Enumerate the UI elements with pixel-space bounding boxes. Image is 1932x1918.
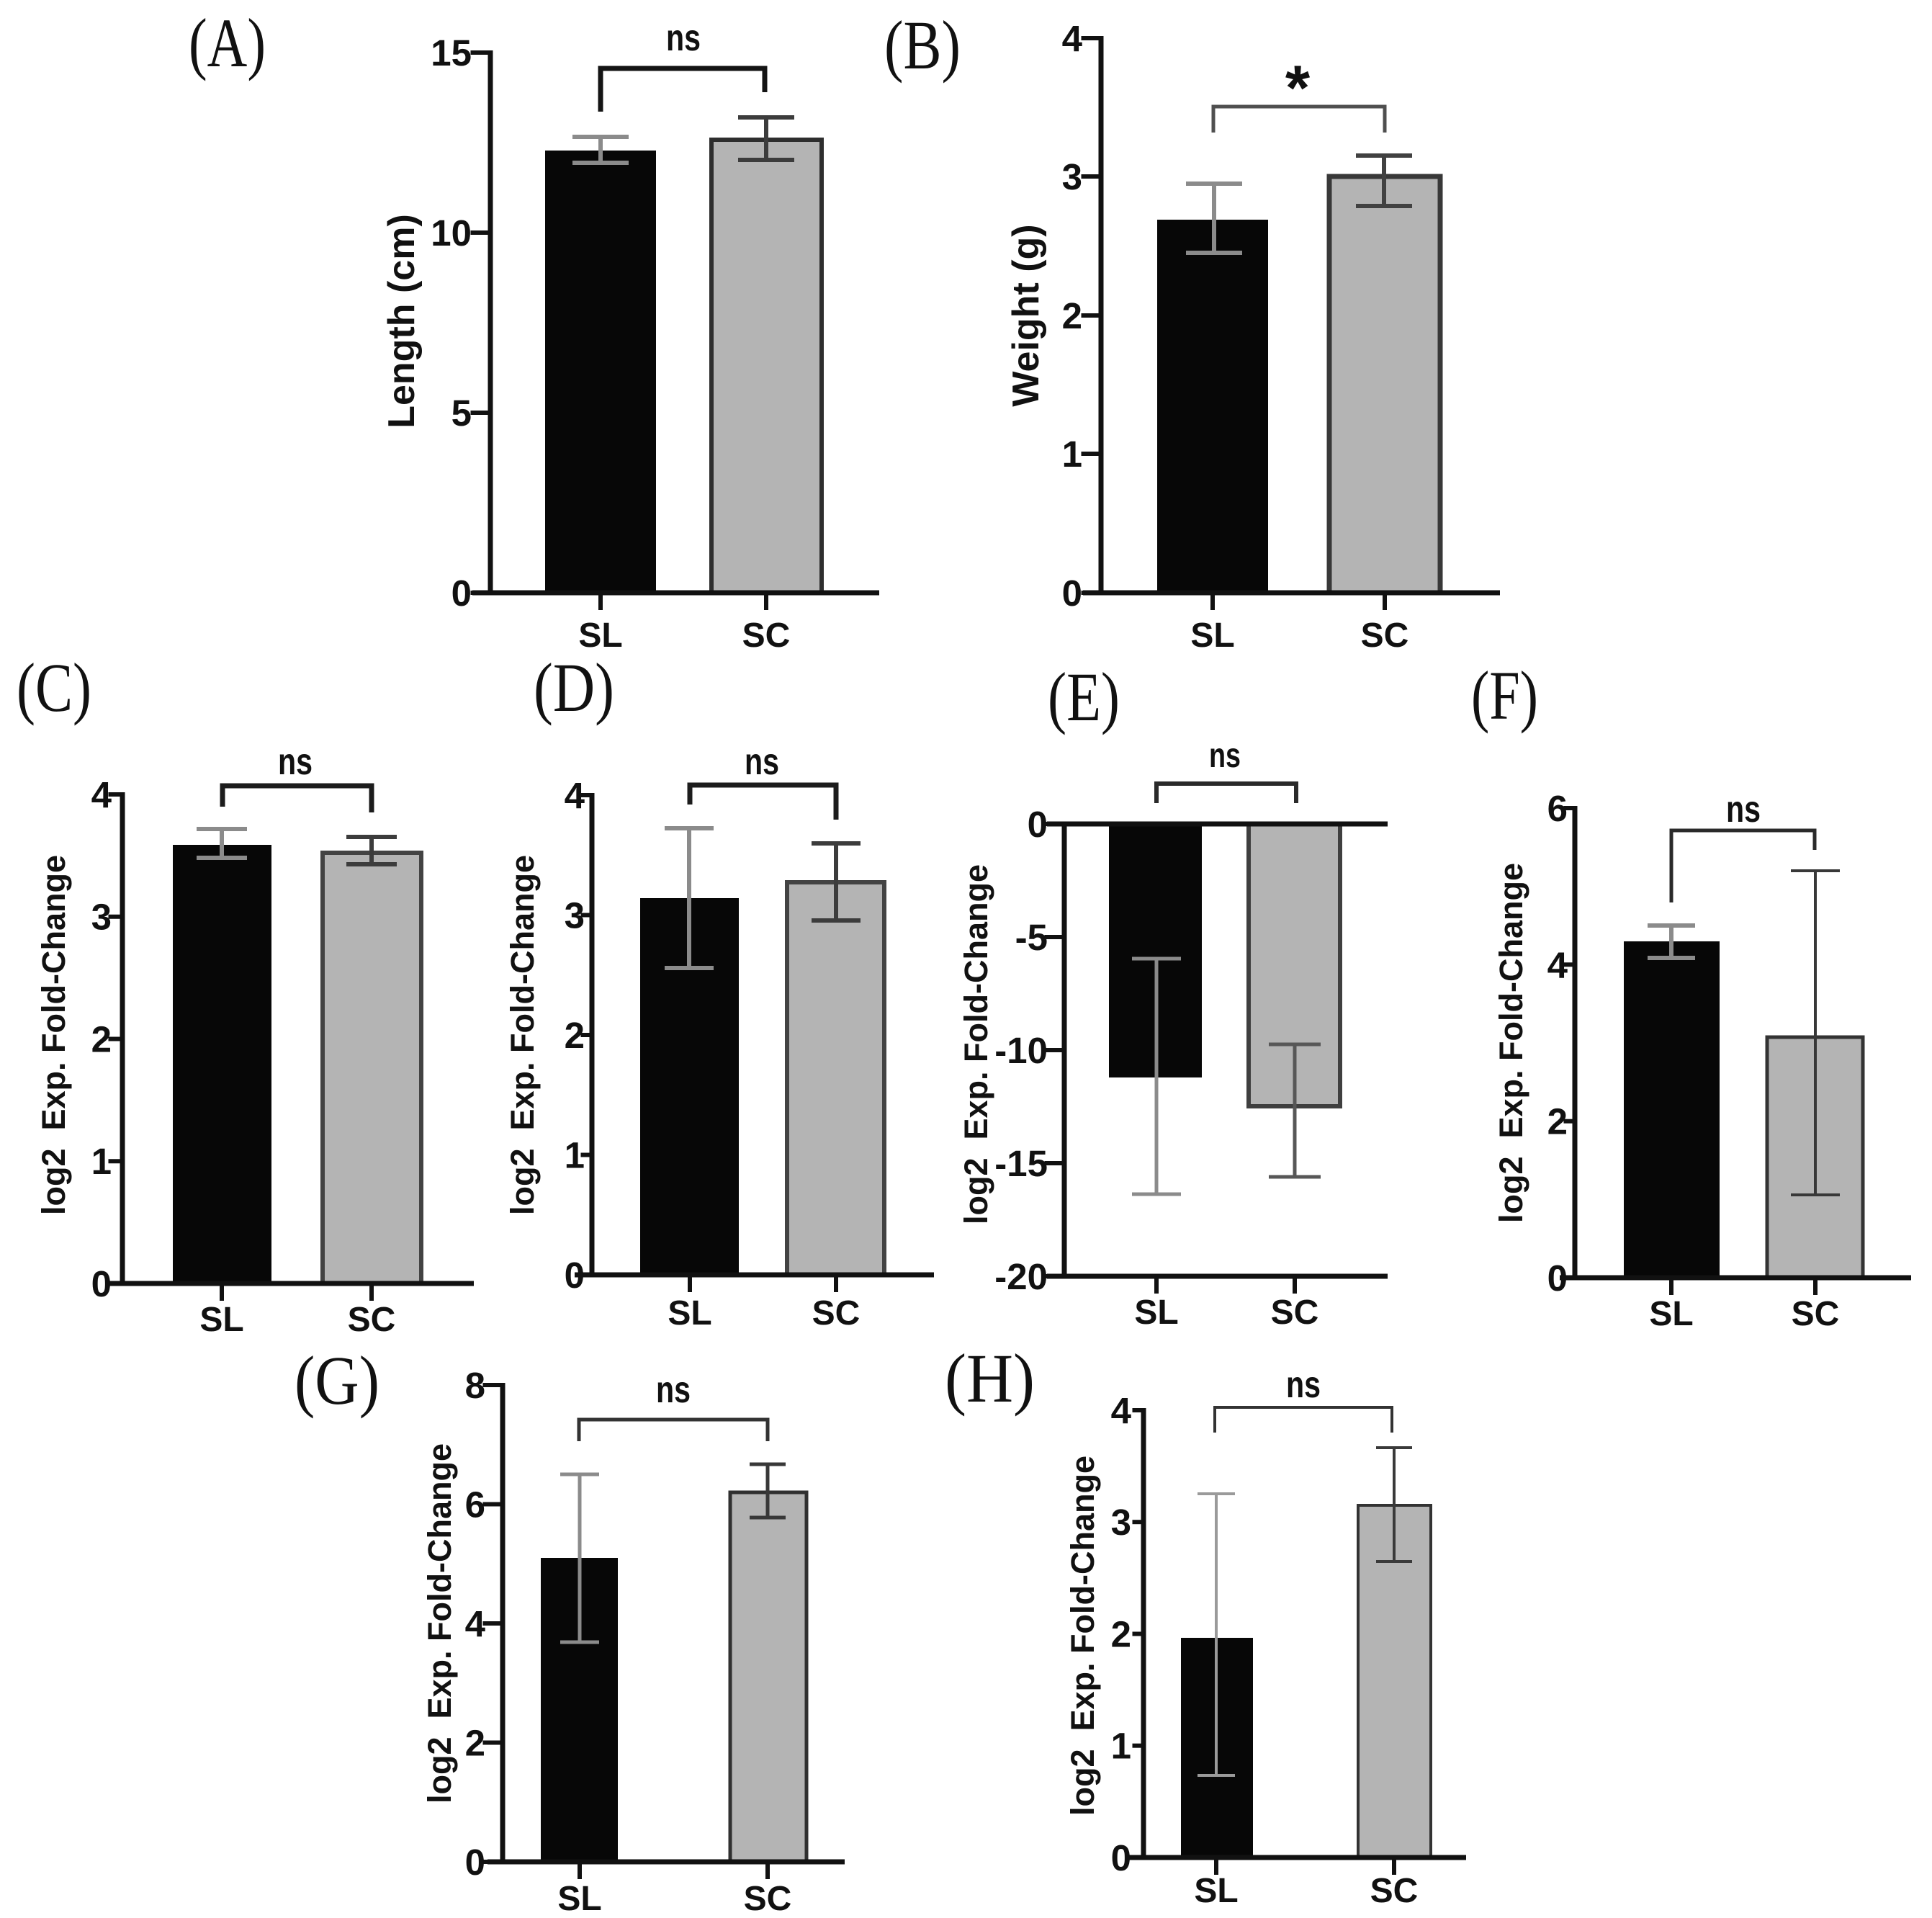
svg-text:6: 6 — [465, 1484, 485, 1525]
svg-text:2: 2 — [1547, 1101, 1568, 1142]
svg-text:ns: ns — [1726, 789, 1761, 830]
svg-text:SL: SL — [1649, 1295, 1693, 1333]
svg-text:SL: SL — [199, 1301, 243, 1339]
svg-text:3: 3 — [1062, 156, 1082, 197]
svg-text:3: 3 — [1111, 1502, 1131, 1543]
svg-text:SC: SC — [812, 1294, 861, 1332]
svg-text:Weight (g): Weight (g) — [1005, 224, 1047, 406]
svg-text:ns: ns — [656, 1369, 691, 1411]
svg-text:2: 2 — [1111, 1614, 1131, 1655]
svg-text:SC: SC — [1271, 1294, 1319, 1332]
svg-text:2: 2 — [565, 1015, 585, 1056]
svg-text:8: 8 — [465, 1365, 485, 1406]
svg-text:(D): (D) — [534, 649, 614, 726]
svg-text:4: 4 — [1062, 18, 1083, 59]
svg-text:log2 Exp. Fold-Change: log2 Exp. Fold-Change — [958, 864, 994, 1224]
svg-text:log2 Exp. Fold-Change: log2 Exp. Fold-Change — [1064, 1456, 1101, 1816]
svg-text:ns: ns — [745, 741, 779, 783]
svg-text:1: 1 — [565, 1135, 585, 1176]
svg-text:(F): (F) — [1471, 657, 1538, 734]
svg-text:(G): (G) — [295, 1342, 379, 1419]
svg-text:10: 10 — [431, 212, 472, 254]
svg-text:Length (cm): Length (cm) — [381, 214, 423, 429]
svg-text:(H): (H) — [945, 1340, 1035, 1417]
svg-text:4: 4 — [465, 1603, 486, 1644]
svg-text:SC: SC — [1361, 617, 1409, 655]
svg-text:4: 4 — [91, 774, 112, 815]
svg-text:1: 1 — [1062, 434, 1082, 475]
svg-text:SL: SL — [557, 1880, 601, 1918]
svg-text:0: 0 — [1062, 573, 1082, 614]
svg-text:0: 0 — [1028, 804, 1048, 845]
svg-text:SL: SL — [668, 1294, 711, 1332]
svg-text:5: 5 — [451, 393, 472, 434]
svg-text:SC: SC — [1370, 1872, 1419, 1910]
svg-text:4: 4 — [1111, 1390, 1132, 1431]
svg-text:2: 2 — [91, 1019, 112, 1060]
svg-text:log2 Exp. Fold-Change: log2 Exp. Fold-Change — [504, 855, 541, 1215]
svg-text:2: 2 — [1062, 295, 1082, 336]
svg-text:SC: SC — [1792, 1295, 1840, 1333]
svg-text:-5: -5 — [1015, 917, 1048, 958]
svg-text:(E): (E) — [1048, 658, 1120, 735]
svg-text:6: 6 — [1547, 788, 1568, 829]
svg-text:15: 15 — [431, 32, 472, 73]
svg-text:SL: SL — [1134, 1294, 1178, 1332]
svg-text:4: 4 — [565, 775, 585, 816]
svg-text:log2 Exp. Fold-Change: log2 Exp. Fold-Change — [1493, 863, 1529, 1223]
svg-text:4: 4 — [1547, 944, 1568, 985]
svg-text:ns: ns — [1209, 737, 1241, 775]
svg-text:-15: -15 — [994, 1143, 1048, 1184]
svg-text:ns: ns — [1286, 1364, 1321, 1406]
svg-text:(A): (A) — [189, 4, 266, 81]
svg-text:-20: -20 — [994, 1256, 1048, 1297]
svg-text:(C): (C) — [17, 649, 91, 726]
svg-text:SL: SL — [1194, 1872, 1238, 1910]
svg-text:log2 Exp. Fold-Change: log2 Exp. Fold-Change — [421, 1443, 458, 1803]
svg-text:SC: SC — [742, 617, 791, 655]
svg-text:2: 2 — [465, 1723, 485, 1764]
svg-text:0: 0 — [465, 1842, 485, 1883]
svg-text:1: 1 — [1111, 1726, 1131, 1767]
svg-text:3: 3 — [91, 897, 112, 938]
svg-text:3: 3 — [565, 895, 585, 936]
svg-text:SC: SC — [744, 1880, 792, 1918]
svg-text:*: * — [1285, 52, 1311, 123]
svg-text:ns: ns — [666, 17, 701, 59]
svg-text:(B): (B) — [884, 6, 961, 84]
svg-text:SL: SL — [1190, 617, 1234, 655]
svg-text:0: 0 — [451, 573, 472, 614]
svg-text:ns: ns — [278, 741, 313, 783]
svg-text:log2 Exp. Fold-Change: log2 Exp. Fold-Change — [35, 855, 72, 1215]
svg-text:1: 1 — [91, 1141, 112, 1182]
svg-text:SC: SC — [348, 1301, 396, 1339]
svg-text:-10: -10 — [994, 1030, 1048, 1071]
svg-text:SL: SL — [578, 617, 622, 655]
